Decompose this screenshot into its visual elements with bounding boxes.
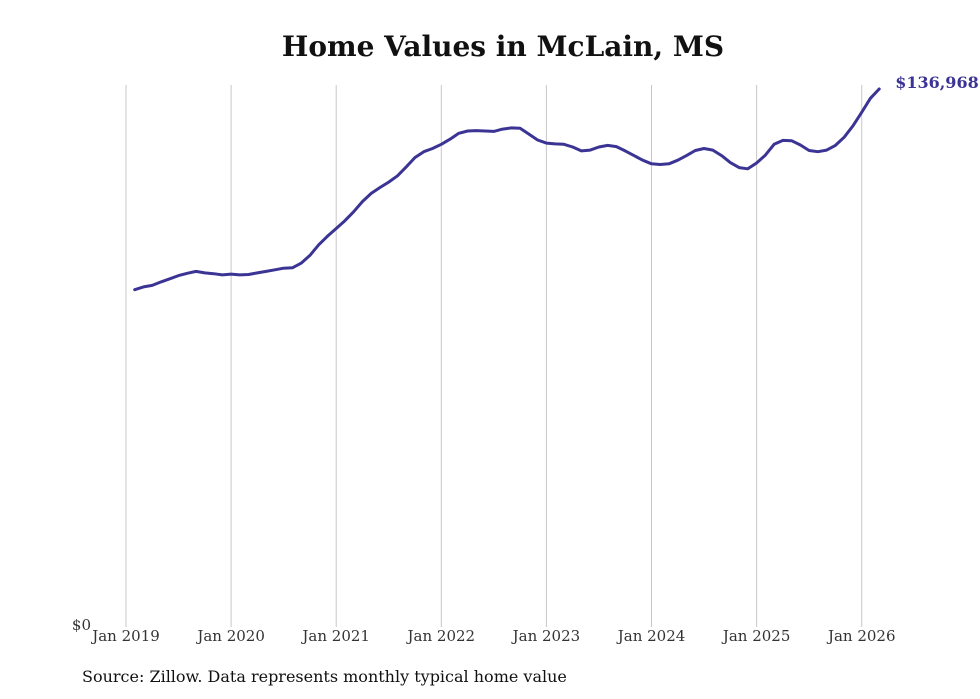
x-tick-label: Jan 2019 (90, 627, 160, 645)
x-tick-label: Jan 2023 (511, 627, 581, 645)
x-tick-label: Jan 2021 (300, 627, 370, 645)
x-tick-label: Jan 2020 (195, 627, 265, 645)
series-layer (133, 87, 881, 292)
chart-title: Home Values in McLain, MS (281, 30, 725, 63)
source-note: Source: Zillow. Data represents monthly … (82, 667, 567, 686)
grid-lines (125, 85, 863, 627)
x-tick-label: Jan 2025 (721, 627, 791, 645)
x-tick-label: Jan 2024 (616, 627, 686, 645)
series-line (133, 87, 881, 292)
y-tick-label: $0 (72, 616, 91, 634)
x-tick-label: Jan 2022 (406, 627, 476, 645)
label-layer: Jan 2019 Jan 2020 Jan 2021 Jan 2022 Jan 2023… (72, 73, 979, 645)
x-tick-label: Jan 2026 (826, 627, 896, 645)
end-value-label: $136,968 (895, 73, 979, 92)
